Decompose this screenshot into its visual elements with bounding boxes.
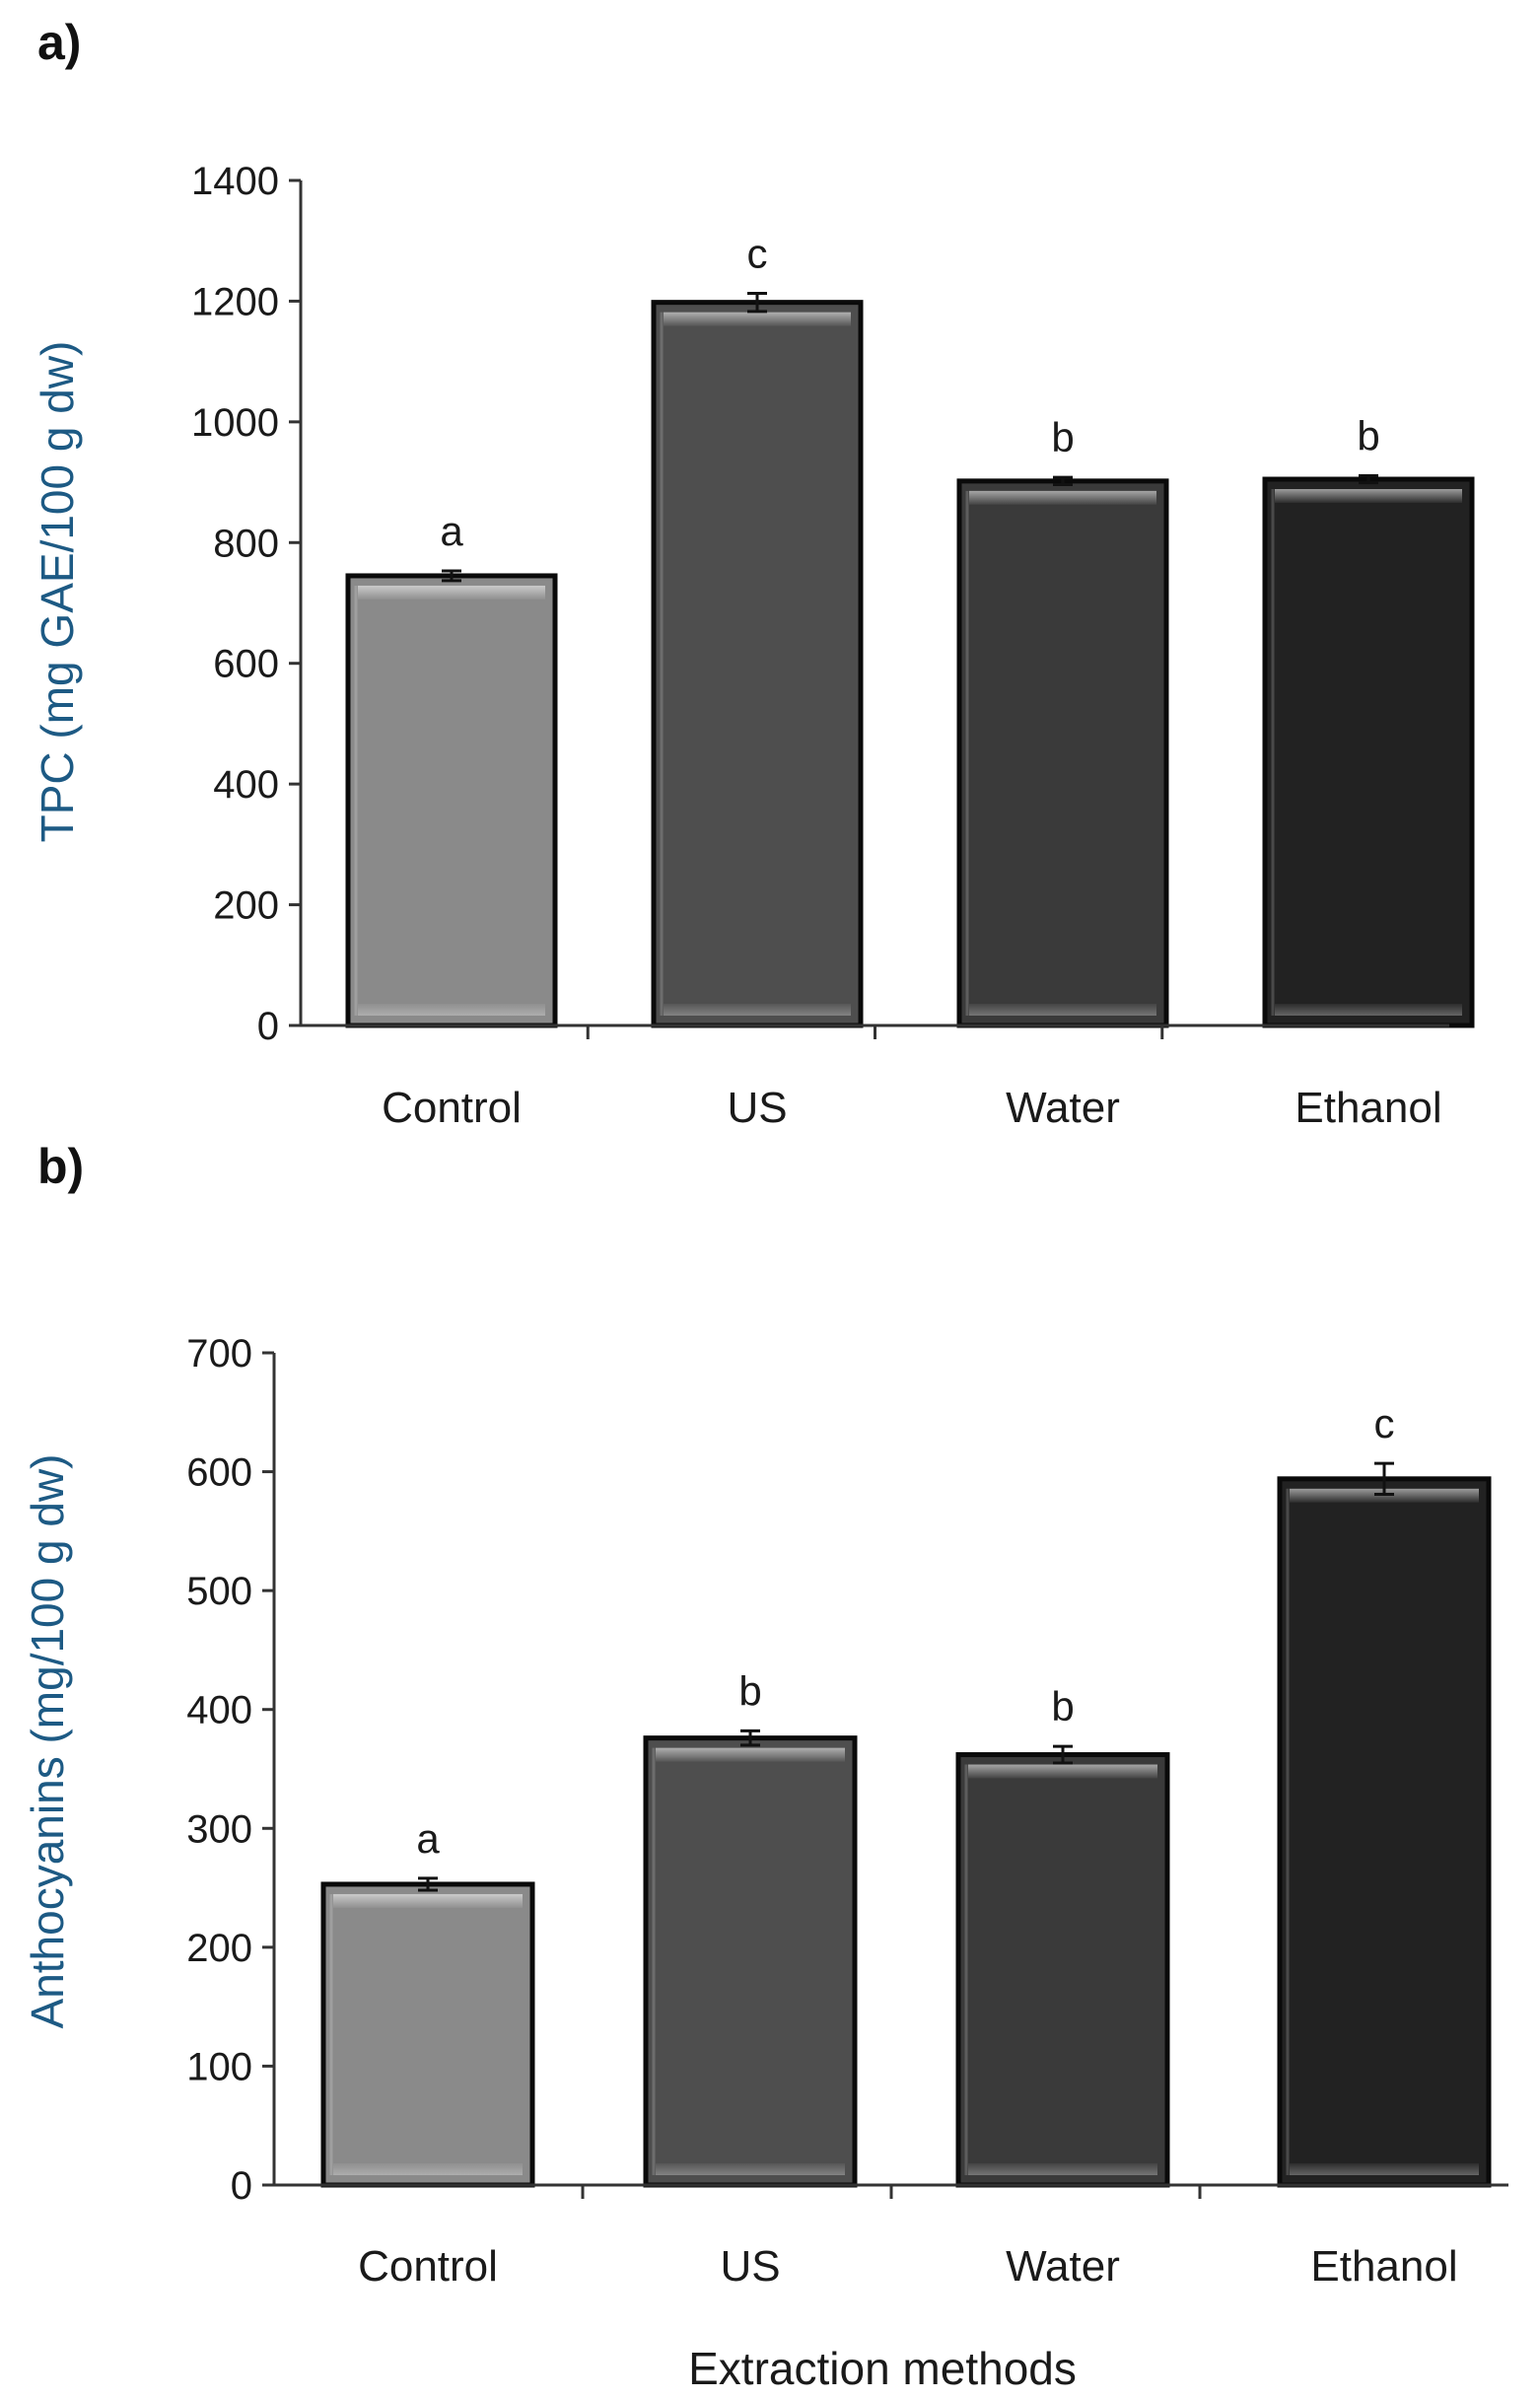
panel-b-bars: a b b c <box>320 1400 1492 2188</box>
panel-b-y-tick-label: 500 <box>186 1570 252 1613</box>
panel-b-significance-letter: c <box>1374 1400 1395 1446</box>
panel-a-category-label: Water <box>1006 1084 1120 1132</box>
panel-b-y-tick-label: 600 <box>186 1451 252 1495</box>
panel-b-bar-base-highlight <box>968 2163 1157 2175</box>
panel-a-y-axis-title: TPC (mg GAE/100 g dw) <box>32 341 83 843</box>
panel-b-bar-base-highlight <box>1290 2163 1479 2175</box>
panel-a-category-labels: Control US Water Ethanol <box>382 1084 1442 1132</box>
panel-a-y-tick-label: 800 <box>213 522 279 565</box>
panel-b-category-label: Ethanol <box>1310 2242 1457 2291</box>
panel-b-y-tick-label: 300 <box>186 1807 252 1851</box>
panel-b-bar <box>1277 1476 1492 2188</box>
panel-a-axes <box>299 180 1449 1039</box>
panel-b-category-label: Water <box>1006 2242 1120 2291</box>
panel-a-y-tick-label: 200 <box>213 884 279 928</box>
panel-b-significance-letter: a <box>416 1815 440 1862</box>
panel-b-category-labels: Control US Water Ethanol <box>358 2242 1458 2291</box>
panel-a-category-label: Control <box>382 1084 522 1132</box>
panel-b-y-tick-label: 100 <box>186 2045 252 2088</box>
panel-a-bar-highlight <box>358 585 545 600</box>
panel-b-bar <box>643 1735 858 2188</box>
panel-b-category-label: Control <box>358 2242 498 2291</box>
panel-b-axes <box>272 1353 1508 2199</box>
panel-a-category-label: Ethanol <box>1295 1084 1441 1132</box>
panel-a-label: a) <box>37 15 81 70</box>
panel-a-significance-letter: b <box>1357 412 1379 459</box>
panel-a-y-tick-label: 600 <box>213 643 279 686</box>
panel-a-bar <box>651 300 864 1028</box>
panel-a-bar-highlight <box>1275 489 1462 504</box>
panel-b-significance-letter: b <box>738 1667 761 1714</box>
panel-b-y-ticks: 0 100 200 300 400 500 600 700 <box>186 1332 274 2208</box>
panel-a-significance-letter: a <box>440 508 463 554</box>
panel-a-y-tick-label: 400 <box>213 763 279 807</box>
panel-b-label: b) <box>37 1139 84 1194</box>
panel-b-y-axis-title: Anthocyanins (mg/100 g dw) <box>22 1454 73 2029</box>
panel-a-y-tick-label: 1400 <box>191 160 279 203</box>
panel-a-y-tick-label: 1200 <box>191 280 279 323</box>
panel-a-bar-highlight <box>664 312 851 326</box>
panel-a-bar-base-highlight <box>664 1004 851 1016</box>
panel-a-significance-letter: c <box>747 230 768 276</box>
panel-a-y-tick-label: 0 <box>257 1005 279 1048</box>
panel-b-bar-base-highlight <box>333 2163 523 2175</box>
panel-b-anthocyanins-chart: b) Anthocyanins (mg/100 g dw) 0 100 200 300… <box>22 1139 1508 2291</box>
panel-a-bar-base-highlight <box>1275 1004 1462 1016</box>
panel-a-category-label: US <box>727 1084 787 1132</box>
panel-b-bar-highlight <box>656 1747 845 1762</box>
panel-b-bar-base-highlight <box>656 2163 845 2175</box>
panel-b-y-tick-label: 200 <box>186 1927 252 1970</box>
x-axis-title: Extraction methods <box>688 2343 1077 2394</box>
panel-b-y-tick-label: 0 <box>231 2164 252 2208</box>
panel-b-bar-highlight <box>333 1893 523 1908</box>
panel-a-bars: a c b b <box>345 230 1475 1028</box>
panel-b-bar-highlight <box>968 1764 1157 1779</box>
panel-a-significance-letter: b <box>1051 414 1074 460</box>
panel-b-significance-letter: b <box>1051 1683 1074 1729</box>
panel-a-y-ticks: 0 200 400 600 800 1000 1200 1400 <box>191 160 301 1048</box>
panel-b-y-tick-label: 400 <box>186 1689 252 1732</box>
panel-a-bar-base-highlight <box>969 1004 1156 1016</box>
panel-a-tpc-chart: a) TPC (mg GAE/100 g dw) 0 200 400 600 800 10… <box>32 15 1475 1132</box>
panel-a-bar-highlight <box>969 490 1156 505</box>
panel-a-bar <box>1262 476 1475 1028</box>
panel-a-bar-base-highlight <box>358 1004 545 1016</box>
panel-b-bar <box>955 1752 1170 2188</box>
panel-a-bar <box>956 478 1169 1028</box>
panel-a-bar <box>345 573 558 1028</box>
panel-b-bar <box>320 1881 535 2188</box>
panel-b-category-label: US <box>720 2242 780 2291</box>
panel-a-y-tick-label: 1000 <box>191 401 279 445</box>
panel-b-y-tick-label: 700 <box>186 1332 252 1376</box>
